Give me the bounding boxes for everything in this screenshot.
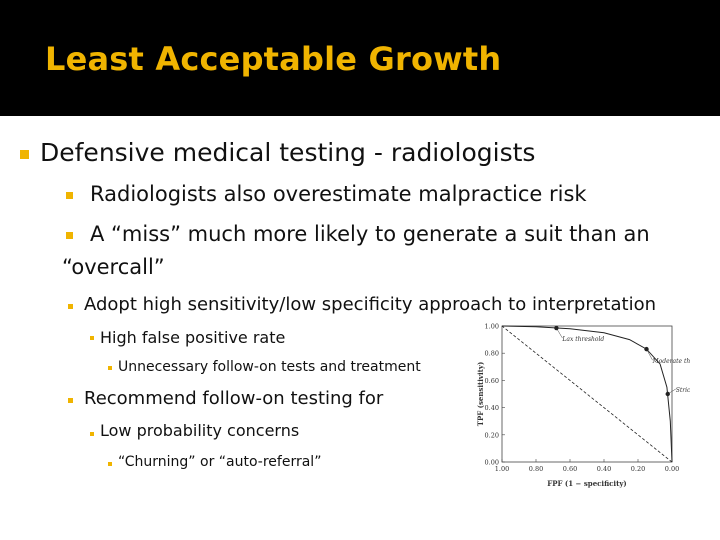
roc-curve-line <box>501 325 673 463</box>
chance-diagonal-line <box>501 325 673 463</box>
title-band: Least Acceptable Growth <box>0 0 720 112</box>
slide-title: Least Acceptable Growth <box>45 40 502 78</box>
bullet-level4: Low probability concerns <box>100 421 300 440</box>
x-tick-label: 0.20 <box>631 465 645 473</box>
threshold-point <box>644 346 649 352</box>
bullet-square-icon <box>108 462 112 466</box>
y-tick-label: 0.00 <box>485 459 499 467</box>
bullet-level3: Adopt high sensitivity/low specificity a… <box>84 294 656 315</box>
x-axis-label: FPF (1 − specificity) <box>547 479 626 488</box>
threshold-point <box>665 391 670 397</box>
bullet-level2: Radiologists also overestimate malpracti… <box>90 182 587 206</box>
y-axis-label: TPF (sensitivity) <box>476 362 485 427</box>
bullet-level5: Unnecessary follow-on tests and treatmen… <box>118 359 421 375</box>
y-tick-label: 0.40 <box>485 404 499 412</box>
bullet-square-icon <box>90 336 94 340</box>
threshold-label: Moderate threshold <box>652 358 691 365</box>
x-tick-label: 1.00 <box>495 465 509 473</box>
slide-content: Defensive medical testing - radiologists… <box>0 116 720 540</box>
y-tick-label: 1.00 <box>485 323 499 331</box>
bullet-level1: Defensive medical testing - radiologists <box>40 138 536 167</box>
bullet-level2-continued: “overcall” <box>62 255 165 279</box>
bullet-square-icon <box>90 432 94 436</box>
plot-frame <box>501 325 673 463</box>
bullet-square-icon <box>68 398 73 403</box>
x-tick-label: 0.80 <box>529 465 543 473</box>
bullet-level4: High false positive rate <box>100 328 286 347</box>
threshold-point <box>554 325 559 331</box>
bullet-square-icon <box>108 366 112 370</box>
bullet-level5: “Churning” or “auto-referral” <box>118 454 322 470</box>
y-tick-label: 0.80 <box>485 350 499 358</box>
x-tick-label: 0.00 <box>665 465 679 473</box>
x-tick-label: 0.40 <box>597 465 611 473</box>
y-tick-label: 0.20 <box>485 431 499 439</box>
bullet-level3: Recommend follow-on testing for <box>84 388 384 409</box>
y-tick-label: 0.60 <box>485 377 499 385</box>
bullet-square-icon <box>20 150 29 159</box>
bullet-square-icon <box>68 304 73 309</box>
threshold-label: Strict threshold <box>676 387 690 394</box>
roc-chart: 0.00 0.20 0.40 0.60 0.80 1.00 1.00 0.80 0.60 0.40… <box>476 323 691 489</box>
x-tick-label: 0.60 <box>563 465 577 473</box>
bullet-level2: A “miss” much more likely to generate a … <box>90 222 650 246</box>
bullet-square-icon <box>66 232 73 239</box>
threshold-label: Lax threshold <box>561 336 604 343</box>
bullet-square-icon <box>66 192 73 199</box>
